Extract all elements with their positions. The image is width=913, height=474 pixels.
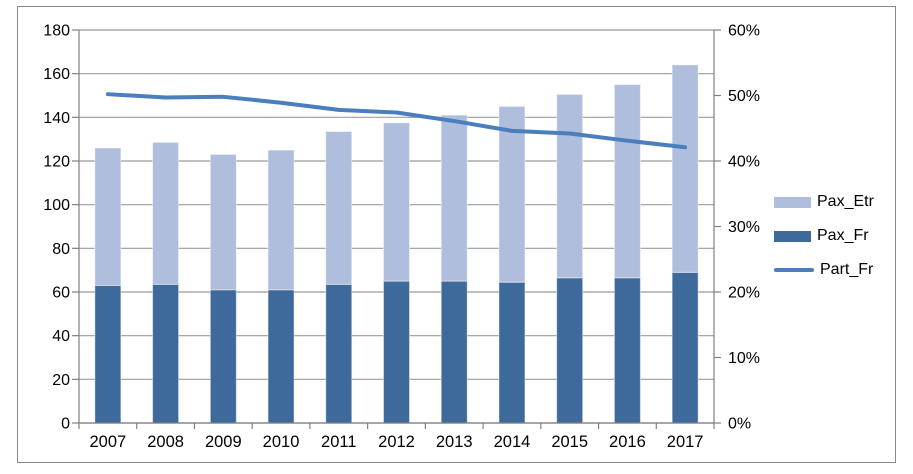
line-part-fr	[105, 92, 688, 150]
legend-swatch-line	[774, 267, 814, 273]
x-axis-label-2008: 2008	[147, 433, 184, 451]
bar-pax-etr-2008	[152, 141, 180, 285]
bar-pax-etr-2015	[556, 93, 584, 279]
bar-pax-etr-2017	[671, 64, 699, 273]
x-axis-label-2010: 2010	[263, 433, 300, 451]
bar-pax-fr-2015	[556, 277, 584, 424]
right-axis-label-50%: 50%	[728, 88, 760, 105]
legend-swatch-bar-dark	[774, 230, 811, 242]
bar-pax-fr-2008	[152, 283, 180, 424]
x-axis-label-2009: 2009	[205, 433, 242, 451]
bar-pax-etr-2009	[209, 153, 237, 291]
legend-label: Pax_Etr	[817, 193, 874, 210]
axes	[72, 29, 721, 429]
x-axis-label-2012: 2012	[378, 433, 415, 451]
bar-series	[94, 64, 699, 424]
right-axis-label-30%: 30%	[728, 219, 760, 236]
x-axis-label-2015: 2015	[551, 433, 588, 451]
left-axis-label-140: 140	[43, 110, 70, 127]
right-axis-label-0%: 0%	[728, 416, 751, 433]
left-axis-label-180: 180	[43, 23, 70, 40]
right-axis-label-40%: 40%	[728, 154, 760, 171]
bar-pax-etr-2016	[613, 84, 641, 279]
left-axis-label-60: 60	[52, 285, 70, 302]
bar-pax-etr-2014	[498, 105, 526, 283]
left-axis-label-20: 20	[52, 372, 70, 389]
legend-item-part-fr: Part_Fr	[774, 259, 874, 281]
right-axis-label-60%: 60%	[728, 23, 760, 40]
bar-pax-etr-2007	[94, 147, 122, 286]
right-axis-label-10%: 10%	[728, 350, 760, 367]
bar-pax-fr-2014	[498, 281, 526, 424]
bar-pax-fr-2013	[440, 280, 468, 424]
legend-swatch-bar-light	[774, 196, 811, 208]
left-axis-label-100: 100	[43, 197, 70, 214]
left-axis-label-80: 80	[52, 241, 70, 258]
legend-label: Pax_Fr	[817, 227, 869, 244]
bar-pax-fr-2007	[94, 284, 122, 424]
left-axis-label-0: 0	[61, 416, 70, 433]
bar-pax-etr-2011	[325, 131, 353, 285]
bar-pax-fr-2017	[671, 271, 699, 424]
bar-pax-fr-2010	[267, 289, 295, 424]
legend-item-pax-etr: Pax_Etr	[774, 191, 874, 213]
x-axis-label-2011: 2011	[321, 433, 356, 451]
legend-item-pax-fr: Pax_Fr	[774, 225, 874, 247]
combo-chart-plot: 0 20 40 60 80 100 120 140 160 180 0% 10% 20% 30% 40% 50…	[43, 23, 760, 452]
x-axis-label-2016: 2016	[609, 433, 646, 451]
bar-pax-etr-2010	[267, 149, 295, 291]
left-axis-label-160: 160	[43, 66, 70, 83]
axis-labels: 0 20 40 60 80 100 120 140 160 180 0% 10% 20% 30% 40% 50…	[43, 23, 760, 452]
right-axis-label-20%: 20%	[728, 285, 760, 302]
x-axis-label-2013: 2013	[436, 433, 473, 451]
legend: Pax_Etr Pax_Fr Part_Fr	[774, 191, 874, 281]
bar-pax-etr-2012	[383, 122, 410, 282]
left-axis-label-120: 120	[43, 154, 70, 171]
x-axis-label-2014: 2014	[494, 433, 531, 451]
bar-pax-fr-2012	[383, 280, 410, 424]
bar-pax-fr-2009	[209, 289, 237, 424]
bar-pax-etr-2013	[440, 114, 468, 282]
legend-label: Part_Fr	[820, 261, 874, 278]
bar-pax-fr-2011	[325, 283, 353, 424]
bar-pax-fr-2016	[613, 277, 641, 424]
x-axis-label-2007: 2007	[90, 433, 127, 451]
x-axis-label-2017: 2017	[667, 433, 704, 451]
chart-frame: 0 20 40 60 80 100 120 140 160 180 0% 10% 20% 30% 40% 50…	[17, 6, 896, 463]
left-axis-label-40: 40	[52, 328, 70, 345]
